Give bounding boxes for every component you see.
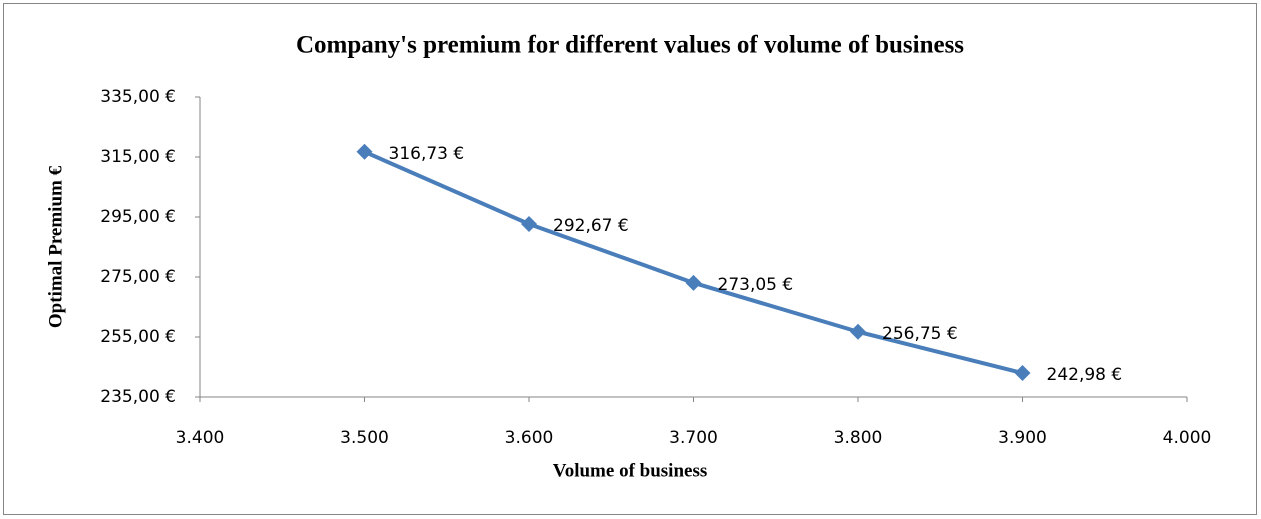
x-tick-label: 3.400 (176, 428, 225, 448)
data-label: 273,05 € (718, 275, 794, 295)
x-tick-label: 3.700 (669, 428, 718, 448)
marker (685, 274, 702, 291)
marker (521, 215, 537, 232)
x-axis-label: Volume of business (553, 460, 708, 481)
marker (850, 323, 866, 340)
y-axis-label: Optimal Premium € (45, 165, 66, 328)
x-tick-label: 3.600 (505, 428, 554, 448)
y-tick-label: 235,00 € (100, 387, 176, 407)
data-label: 256,75 € (882, 324, 958, 344)
y-tick-label: 275,00 € (100, 267, 176, 287)
y-tick-label: 335,00 € (100, 87, 176, 107)
y-tick-label: 295,00 € (100, 207, 176, 227)
data-label: 242,98 € (1047, 365, 1123, 385)
marker (1014, 365, 1031, 382)
y-tick-label: 255,00 € (100, 327, 176, 347)
data-label: 316,73 € (389, 144, 465, 164)
y-tick-label: 315,00 € (100, 147, 176, 167)
x-tick-label: 3.900 (998, 428, 1047, 448)
chart-title: Company's premium for different values o… (296, 32, 964, 59)
x-tick-label: 3.800 (834, 428, 883, 448)
x-tick-label: 4.000 (1163, 428, 1212, 448)
data-label: 292,67 € (553, 216, 629, 236)
marker (356, 143, 373, 160)
x-tick-label: 3.500 (340, 428, 389, 448)
